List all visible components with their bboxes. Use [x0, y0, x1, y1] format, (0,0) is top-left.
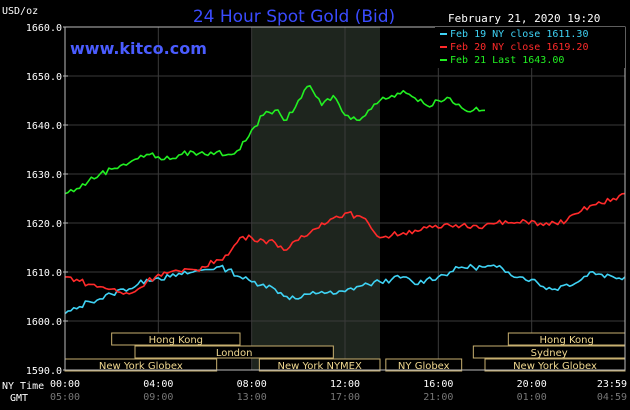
x-tick-label-ny: 04:00: [143, 379, 173, 390]
x-tick-label-gmt: 01:00: [517, 392, 547, 403]
legend-swatch: [440, 59, 447, 61]
gmt-row-label: GMT: [10, 393, 28, 404]
y-tick-label: 1660.0: [26, 23, 62, 34]
x-tick-label-gmt: 17:00: [330, 392, 360, 403]
market-sessions: Hong Kong Hong Kong London Sydney New York G…: [64, 332, 626, 372]
chart-title: 24 Hour Spot Gold (Bid): [193, 7, 395, 27]
legend-item: Feb 19 NY close 1611.30: [450, 29, 588, 40]
session-box: [111, 332, 241, 346]
session-box: [385, 358, 463, 372]
legend-swatch: [440, 33, 447, 35]
session-label: London: [216, 348, 253, 359]
ny-time-row-label: NY Time: [2, 381, 44, 392]
y-tick-label: 1610.0: [26, 268, 62, 279]
session-label: New York Globex: [99, 361, 183, 372]
x-tick-label-ny: 00:00: [50, 379, 80, 390]
x-tick-label-ny: 20:00: [517, 379, 547, 390]
session-label: NY Globex: [398, 361, 450, 372]
x-axis-ticks: 00:00 05:00 04:00 09:00 08:00 13:00 12:00 17:00…: [50, 379, 627, 403]
y-axis-ticks: 1590.0 1600.0 1610.0 1620.0 1630.0 1640.0 1650…: [26, 23, 68, 377]
x-tick-label-gmt: 05:00: [50, 392, 80, 403]
y-tick-label: 1600.0: [26, 317, 62, 328]
legend-item: Feb 21 Last 1643.00: [450, 55, 564, 66]
x-tick-label-gmt: 13:00: [237, 392, 267, 403]
x-tick-label-ny: 12:00: [330, 379, 360, 390]
x-tick-label-ny: 08:00: [237, 379, 267, 390]
y-unit-label: USD/oz: [2, 6, 38, 17]
y-tick-label: 1650.0: [26, 72, 62, 83]
series-line: [64, 263, 626, 315]
site-watermark[interactable]: www.kitco.com: [70, 39, 207, 58]
legend-item: Feb 20 NY close 1619.20: [450, 42, 588, 53]
session-label: Sydney: [531, 348, 568, 359]
legend-swatch: [440, 46, 447, 48]
session-label: Hong Kong: [149, 335, 203, 346]
legend-box: [435, 27, 625, 68]
series-lines: [64, 85, 626, 315]
x-tick-label-gmt: 21:00: [423, 392, 453, 403]
y-tick-label: 1640.0: [26, 121, 62, 132]
x-tick-label-ny: 16:00: [423, 379, 453, 390]
x-tick-label-gmt: 04:59: [597, 392, 627, 403]
series-line: [65, 192, 626, 295]
session-label: New York NYMEX: [278, 361, 363, 372]
y-tick-label: 1590.0: [26, 366, 62, 377]
y-tick-label: 1630.0: [26, 170, 62, 181]
y-tick-label: 1620.0: [26, 219, 62, 230]
legend: Feb 19 NY close 1611.30 Feb 20 NY close …: [435, 27, 625, 68]
x-tick-label-gmt: 09:00: [143, 392, 173, 403]
chart-date: February 21, 2020 19:20: [448, 12, 600, 25]
session-label: Hong Kong: [539, 335, 593, 346]
session-label: New York Globex: [513, 361, 597, 372]
session-box: [134, 345, 334, 359]
plot-frame: [64, 26, 626, 371]
market-hours-highlight: [251, 27, 380, 370]
series-line: [64, 85, 486, 195]
x-tick-label-ny: 23:59: [597, 379, 627, 390]
highlight-band: [251, 27, 380, 370]
session-box: [258, 358, 381, 372]
